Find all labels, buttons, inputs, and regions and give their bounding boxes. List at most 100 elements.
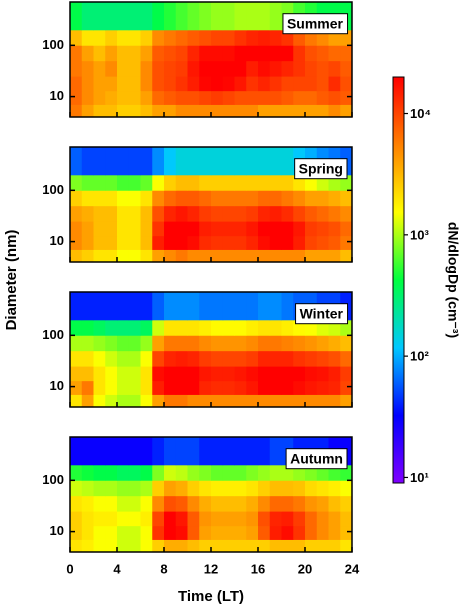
heatmap-cell <box>117 76 130 92</box>
heatmap-cell <box>222 174 235 191</box>
heatmap-cell <box>328 335 341 352</box>
heatmap-cell <box>70 366 83 382</box>
heatmap-cell <box>140 511 153 527</box>
heatmap-cell <box>258 335 271 352</box>
heatmap-cell <box>340 394 353 408</box>
heatmap-cell <box>222 45 235 62</box>
heatmap-cell <box>105 366 118 382</box>
heatmap-cell <box>140 525 153 540</box>
heatmap-cell <box>105 292 118 321</box>
heatmap-cell <box>175 437 188 466</box>
heatmap-cell <box>211 495 224 512</box>
heatmap-cell <box>281 235 294 250</box>
heatmap-cell <box>117 511 130 527</box>
heatmap-cell <box>187 76 200 92</box>
heatmap-cell <box>140 60 153 77</box>
heatmap-cell <box>316 76 329 92</box>
heatmap-cell <box>316 104 329 118</box>
heatmap-cell <box>93 394 106 408</box>
heatmap-cell <box>234 495 247 512</box>
heatmap-cell <box>93 319 106 336</box>
heatmap-cell <box>140 319 153 336</box>
x-tick-label: 8 <box>160 561 167 576</box>
heatmap-cell <box>211 335 224 352</box>
heatmap-cell <box>81 394 94 408</box>
heatmap-cell <box>234 335 247 352</box>
heatmap-cell <box>328 480 341 497</box>
heatmap-cell <box>293 76 306 92</box>
heatmap-cell <box>246 394 259 408</box>
heatmap-cell <box>117 190 130 207</box>
heatmap-cell <box>269 60 282 77</box>
heatmap-cell <box>93 539 106 553</box>
heatmap-cell <box>211 90 224 105</box>
heatmap-cell <box>70 464 83 481</box>
heatmap-cell <box>234 292 247 321</box>
heatmap-cell <box>246 235 259 250</box>
heatmap-cell <box>140 235 153 250</box>
heatmap-cell <box>340 335 353 352</box>
heatmap-cell <box>140 464 153 481</box>
heatmap-cell <box>269 221 282 237</box>
heatmap-cell <box>199 350 212 367</box>
colorbar-tick-label: 10³ <box>410 227 429 242</box>
heatmap-cell <box>199 90 212 105</box>
heatmap-cell <box>328 90 341 105</box>
heatmap-cell <box>340 90 353 105</box>
heatmap-cell <box>328 235 341 250</box>
heatmap-cell <box>222 380 235 395</box>
heatmap-cell <box>199 205 212 222</box>
heatmap-cell <box>187 525 200 540</box>
heatmap-cell <box>246 76 259 92</box>
heatmap-cell <box>93 76 106 92</box>
heatmap-cell <box>258 45 271 62</box>
heatmap-cell <box>305 205 318 222</box>
colorbar <box>392 76 405 484</box>
heatmap-cell <box>305 45 318 62</box>
heatmap-cell <box>81 29 94 46</box>
heatmap-cell <box>70 60 83 77</box>
heatmap-cell <box>187 205 200 222</box>
heatmap-cell <box>128 2 141 31</box>
heatmap-cell <box>105 335 118 352</box>
heatmap-cell <box>175 190 188 207</box>
heatmap-cell <box>199 60 212 77</box>
heatmap-cell <box>246 90 259 105</box>
heatmap-cell <box>222 394 235 408</box>
heatmap-cell <box>316 221 329 237</box>
colorbar-tick-label: 10² <box>410 349 429 364</box>
heatmap-cell <box>258 190 271 207</box>
heatmap-cell <box>199 2 212 31</box>
heatmap-cell <box>70 147 83 176</box>
heatmap-cell <box>128 174 141 191</box>
heatmap-cell <box>81 525 94 540</box>
heatmap-cell <box>281 539 294 553</box>
heatmap-cell <box>328 190 341 207</box>
heatmap-cell <box>187 464 200 481</box>
heatmap-cell <box>211 380 224 395</box>
heatmap-cell <box>70 380 83 395</box>
heatmap-cell <box>164 511 177 527</box>
heatmap-cell <box>222 495 235 512</box>
x-tick-label: 0 <box>66 561 73 576</box>
y-tick-label: 10 <box>50 88 64 103</box>
heatmap-cell <box>140 394 153 408</box>
heatmap-cell <box>128 205 141 222</box>
heatmap-cell <box>222 235 235 250</box>
heatmap-cell <box>199 394 212 408</box>
heatmap-cell <box>316 480 329 497</box>
heatmap-cell <box>117 249 130 263</box>
heatmap-cell <box>258 76 271 92</box>
heatmap-cell <box>152 380 165 395</box>
heatmap-cell <box>140 335 153 352</box>
heatmap-cell <box>175 104 188 118</box>
heatmap-cell <box>199 147 212 176</box>
heatmap-cell <box>246 249 259 263</box>
heatmap-cell <box>293 380 306 395</box>
heatmap-cell <box>269 525 282 540</box>
heatmap-cell <box>187 350 200 367</box>
heatmap-cell <box>175 174 188 191</box>
heatmap-cell <box>93 511 106 527</box>
heatmap-cell <box>93 525 106 540</box>
heatmap-cell <box>328 350 341 367</box>
